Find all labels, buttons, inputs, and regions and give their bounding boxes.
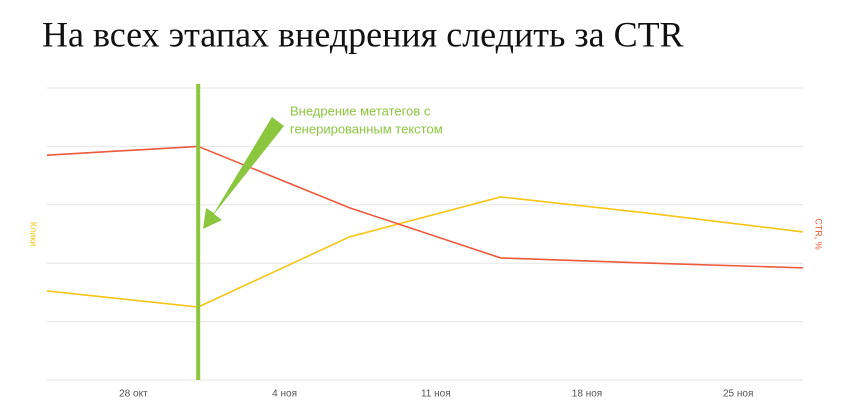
x-tick-label: 11 ноя [421,389,451,400]
annotation-arrow [203,117,284,229]
x-tick-label: 25 ноя [723,389,753,400]
chart-title: На всех этапах внедрения следить за CTR [42,14,684,54]
annotation-text: генерированным текстом [290,121,443,136]
y2-axis-label: CTR, % [814,218,824,250]
x-tick-label: 4 ноя [272,389,297,400]
x-tick-label: 18 ноя [572,389,602,400]
data-line [46,145,804,269]
x-tick-label: 28 окт [119,389,148,400]
annotation-text: Внедрение метатегов с [290,103,431,118]
y-axis-label: Клики [29,222,39,247]
data-line [46,196,804,308]
